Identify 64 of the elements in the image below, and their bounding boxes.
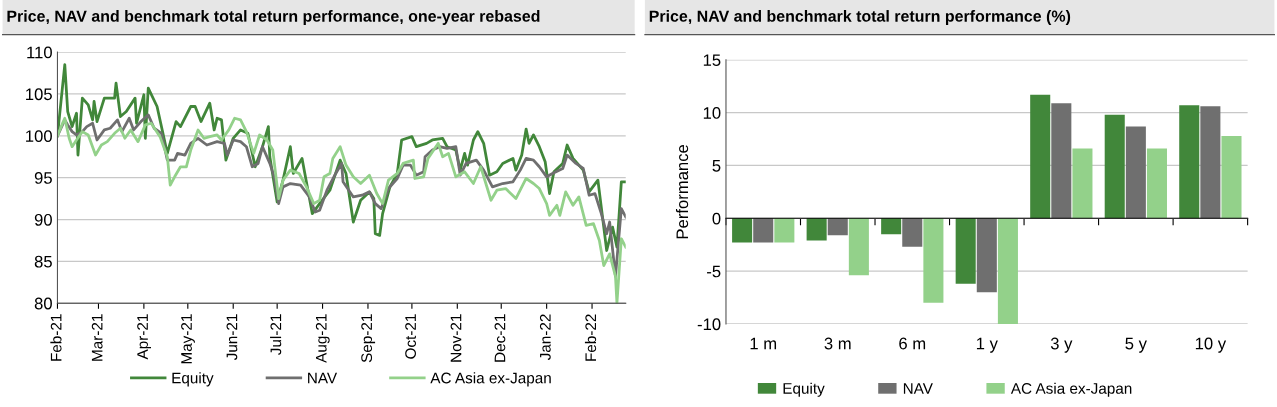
bar [753, 218, 774, 243]
bar [1200, 106, 1221, 219]
x-tick-label: 5 y [1125, 337, 1147, 353]
bar [1104, 114, 1125, 219]
legend-label: Equity [172, 372, 214, 387]
bar [774, 218, 795, 243]
x-tick-label: 10 y [1195, 337, 1227, 353]
x-tick-label: 1 y [976, 337, 998, 353]
x-tick-label: Jul-21 [270, 314, 282, 355]
y-tick-label: 5 [712, 160, 721, 172]
bar [827, 218, 848, 236]
x-tick-label: Feb-22 [584, 314, 597, 361]
y-tick-label: -5 [707, 265, 721, 278]
y-tick-label: 105 [26, 88, 52, 101]
y-tick-label: 85 [34, 255, 52, 268]
x-tick-label: Oct-21 [405, 314, 416, 359]
bar [881, 218, 902, 235]
bar [806, 218, 827, 241]
y-tick-label: 15 [703, 54, 721, 67]
y-tick-label: 95 [34, 172, 52, 184]
chart-title: Price, NAV and benchmark total return performance (%) [649, 10, 1071, 25]
bar [955, 218, 976, 284]
y-tick-label: 90 [34, 213, 52, 226]
legend-label: NAV [903, 383, 933, 394]
x-tick-label: Nov-21 [450, 314, 462, 362]
x-tick-label: Jan-22 [539, 314, 551, 361]
bar [997, 218, 1018, 324]
legend-label: Equity [783, 382, 825, 397]
x-tick-label: 3 y [1050, 337, 1073, 353]
x-tick-label: Mar-21 [91, 314, 103, 361]
x-tick-label: 3 m [824, 337, 851, 350]
bar [1030, 94, 1051, 219]
x-tick-label: 6 m [899, 337, 926, 350]
bar [732, 218, 753, 243]
x-tick-label: Apr-21 [137, 314, 151, 360]
y-tick-label: 100 [26, 130, 52, 143]
bar [848, 218, 869, 276]
chart-title: Price, NAV and benchmark total return performance, one-year rebased [7, 10, 540, 25]
legend-label: AC Asia ex-Japan [1010, 382, 1132, 397]
bar [1221, 135, 1242, 219]
bar [976, 218, 997, 293]
y-tick-label: 10 [703, 107, 721, 119]
x-tick-label: 1 m [750, 337, 777, 350]
y-tick-label: 80 [34, 297, 52, 310]
y-tick-label: -10 [697, 318, 721, 331]
x-tick-label: Dec-21 [494, 314, 506, 362]
line-series [57, 116, 626, 304]
x-tick-label: Aug-21 [315, 314, 330, 363]
bar [1072, 148, 1093, 219]
y-tick-label: 110 [27, 46, 52, 59]
x-tick-label: May-21 [181, 314, 195, 364]
x-tick-label: Feb-21 [50, 314, 62, 361]
bar [923, 218, 944, 303]
bar [1051, 103, 1072, 219]
legend-label: NAV [308, 372, 338, 384]
legend-label: AC Asia ex-Japan [430, 372, 551, 387]
y-tick-label: 0 [712, 212, 721, 225]
y-axis-title: Performance [675, 144, 689, 239]
bar [902, 218, 923, 247]
bar [1179, 105, 1200, 219]
x-tick-label: Jun-21 [226, 314, 238, 361]
x-tick-label: Sep-21 [361, 314, 376, 363]
bar [1146, 148, 1167, 219]
bar [1125, 126, 1146, 219]
